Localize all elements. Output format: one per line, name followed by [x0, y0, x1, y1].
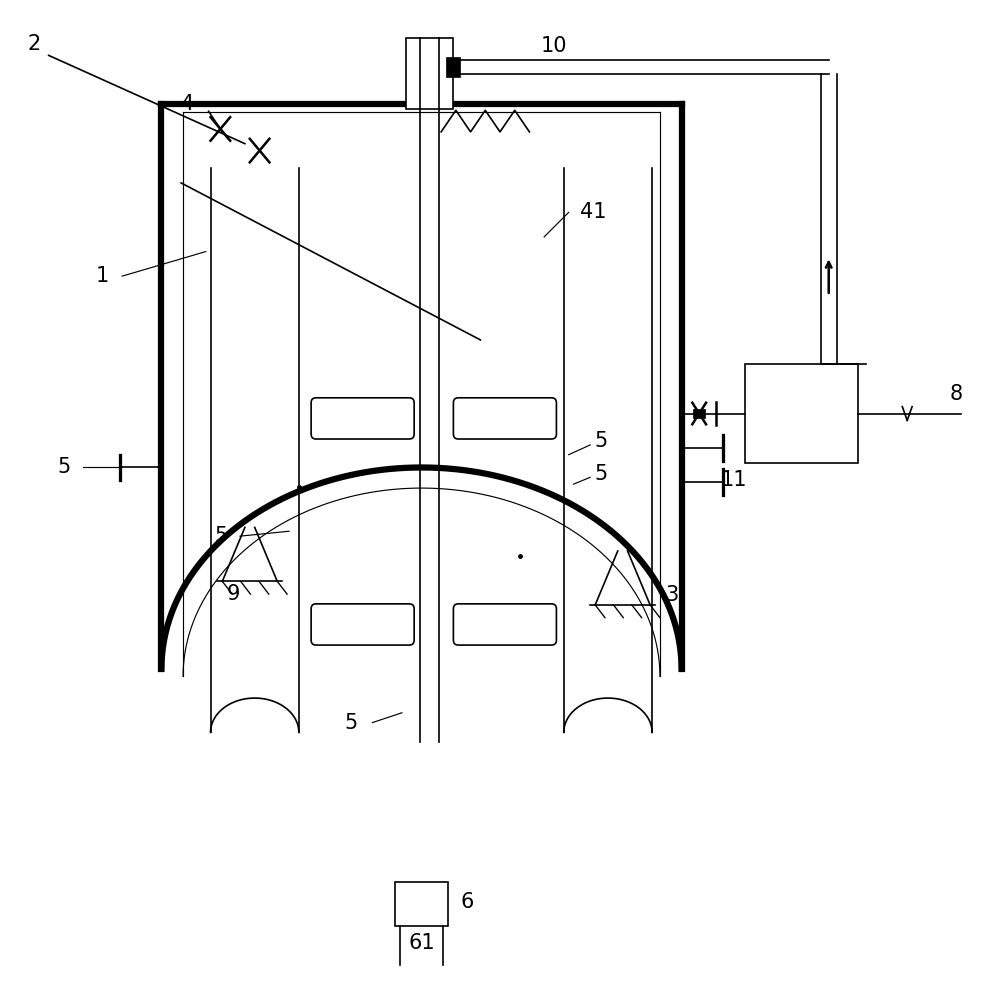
Text: 3: 3	[665, 585, 678, 605]
Text: 4: 4	[181, 94, 195, 114]
Text: 61: 61	[408, 934, 435, 953]
Text: 5: 5	[57, 458, 70, 477]
Text: 8: 8	[950, 384, 963, 403]
Bar	[745, 364, 858, 462]
Text: 2: 2	[27, 33, 41, 53]
Text: 41: 41	[580, 203, 606, 222]
Bar	[406, 37, 453, 109]
FancyBboxPatch shape	[311, 398, 414, 439]
Text: 5: 5	[214, 526, 227, 546]
FancyBboxPatch shape	[453, 398, 556, 439]
Text: 5: 5	[344, 712, 358, 732]
Text: 1: 1	[96, 266, 109, 286]
Bar	[395, 882, 448, 926]
Bar	[446, 57, 460, 77]
Text: 5: 5	[594, 464, 607, 484]
FancyBboxPatch shape	[453, 604, 556, 646]
Text: 5: 5	[594, 431, 607, 451]
FancyBboxPatch shape	[311, 604, 414, 646]
Text: 6: 6	[461, 892, 474, 912]
Text: 9: 9	[227, 584, 240, 604]
Text: 11: 11	[720, 470, 747, 490]
Text: 10: 10	[541, 35, 567, 55]
Bar	[693, 408, 705, 418]
